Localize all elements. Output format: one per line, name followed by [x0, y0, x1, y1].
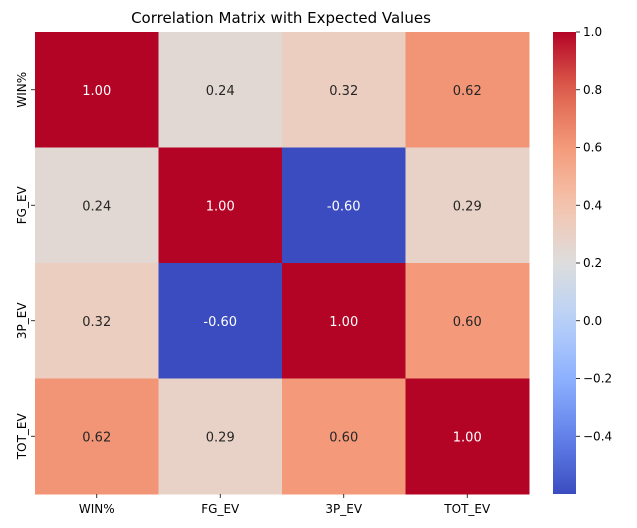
cell-label: 0.29: [206, 430, 235, 445]
heatmap-cell: [282, 263, 406, 379]
cell-label: 0.24: [82, 199, 111, 214]
colorbar-gradient: [553, 32, 576, 494]
cell-label: 0.60: [329, 430, 358, 445]
y-tick-label: WIN%: [15, 72, 29, 108]
heatmap-cells: 1.00 0.24 0.32 0.62 0.24 1.00 -0.60 0.29 0.32 -0.…: [35, 32, 530, 495]
colorbar-tick-label: 0.2: [583, 256, 602, 270]
heatmap-cell: [405, 263, 530, 379]
x-tick-label: 3P_EV: [325, 502, 362, 516]
cell-label: 1.00: [206, 199, 235, 214]
y-tick-label: TOT_EV: [15, 413, 29, 461]
colorbar-tick-label: −0.4: [583, 429, 612, 443]
y-tick-label: 3P_EV: [15, 302, 29, 339]
colorbar-tick-label: 0.8: [583, 83, 602, 97]
heatmap-cell: [35, 147, 159, 264]
cell-label: 0.62: [453, 84, 482, 99]
cell-label: 0.29: [453, 199, 482, 214]
colorbar-tick-label: 1.0: [583, 25, 602, 39]
cell-label: -0.60: [327, 199, 361, 214]
cell-label: 0.32: [82, 315, 111, 330]
cell-label: 0.32: [329, 84, 358, 99]
x-tick-label: FG_EV: [201, 502, 240, 516]
cell-label: 1.00: [82, 84, 111, 99]
heatmap-cell: [158, 378, 283, 495]
heatmap-cell: [405, 147, 530, 264]
heatmap-cell: [35, 32, 159, 148]
colorbar-tick-label: 0.0: [583, 314, 602, 328]
y-axis-ticks: WIN% FG_EV 3P_EV TOT_EV: [15, 72, 35, 460]
x-tick-label: WIN%: [79, 502, 115, 516]
heatmap-cell: [405, 32, 530, 148]
x-axis-ticks: WIN% FG_EV 3P_EV TOT_EV: [79, 494, 491, 516]
cell-label: 0.62: [82, 430, 111, 445]
y-tick-label: FG_EV: [15, 185, 29, 224]
heatmap-cell: [282, 32, 406, 148]
chart-title: Correlation Matrix with Expected Values: [131, 9, 431, 27]
heatmap-cell: [158, 263, 283, 379]
colorbar-tick-label: 0.4: [583, 198, 602, 212]
heatmap-cell: [282, 378, 406, 495]
heatmap-cell: [405, 378, 530, 495]
cell-label: 1.00: [329, 315, 358, 330]
cell-label: 0.60: [453, 315, 482, 330]
x-tick-label: TOT_EV: [443, 502, 491, 516]
heatmap-cell: [35, 263, 159, 379]
colorbar-tick-label: 0.6: [583, 141, 602, 155]
cell-label: 1.00: [453, 430, 482, 445]
cell-label: 0.24: [206, 84, 235, 99]
heatmap-cell: [158, 32, 283, 148]
cell-label: -0.60: [203, 315, 237, 330]
heatmap-cell: [158, 147, 283, 264]
heatmap-cell: [35, 378, 159, 495]
colorbar: −0.4 −0.2 0.0 0.2 0.4 0.6 0.8 1.0: [553, 25, 612, 494]
colorbar-tick-label: −0.2: [583, 372, 612, 386]
heatmap-cell: [282, 147, 406, 264]
